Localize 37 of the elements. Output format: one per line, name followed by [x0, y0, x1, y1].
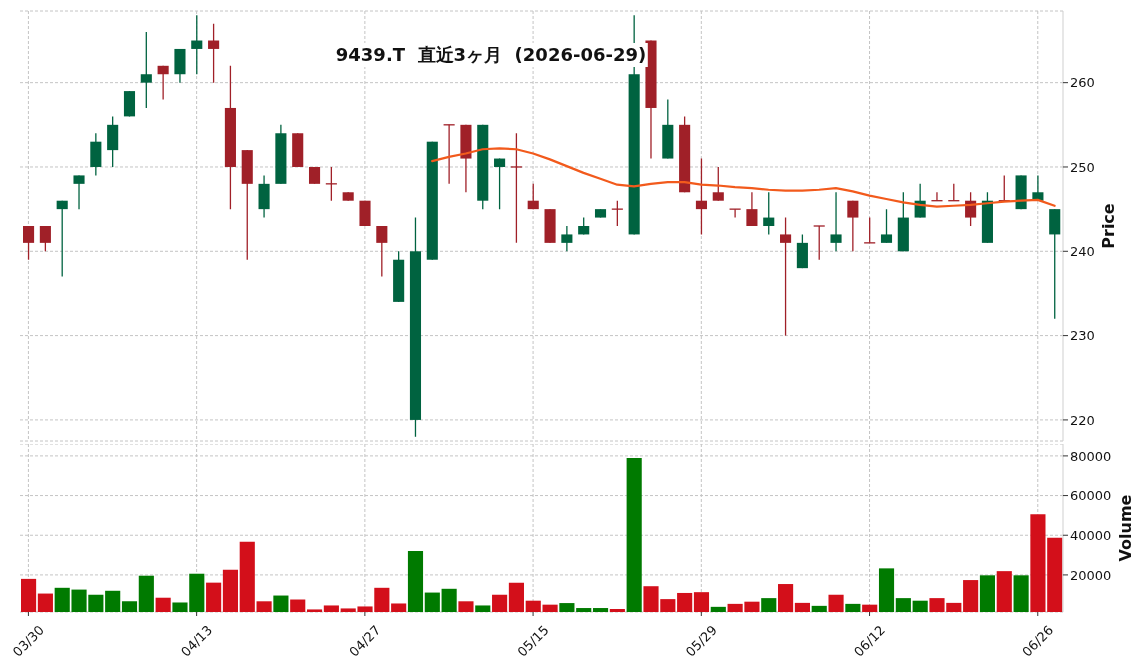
y-tick-label: 40000 [1070, 527, 1112, 543]
y-axis-title: Price [1099, 203, 1119, 249]
candlestick [880, 208, 893, 244]
text: 9439.T 直近3ヶ月 (2026-06-29) [333, 43, 649, 67]
candlestick [561, 225, 573, 252]
y-tick-label: 80000 [1070, 448, 1112, 464]
candlestick [73, 174, 85, 210]
y-tick-label: 240 [1070, 243, 1095, 259]
candlestick [746, 191, 758, 227]
y-tick-label: 260 [1070, 75, 1095, 91]
candlestick [510, 132, 522, 244]
candlestick [813, 225, 825, 261]
candlestick [527, 183, 539, 210]
candlestick [140, 31, 152, 109]
candlestick [191, 14, 203, 75]
candlestick [208, 23, 220, 84]
candlestick [611, 200, 623, 227]
candlestick [847, 200, 859, 252]
candlestick [56, 200, 68, 278]
y-tick-label: 60000 [1070, 488, 1112, 504]
candlestick [695, 157, 708, 236]
candlestick [712, 166, 724, 202]
candlestick [763, 191, 775, 236]
candlestick [864, 216, 876, 244]
y-tick-label: 220 [1070, 412, 1095, 428]
candlestick [494, 157, 506, 210]
candlestick [376, 225, 388, 278]
y-tick-label: 20000 [1070, 567, 1112, 583]
y-tick-label: 230 [1070, 328, 1095, 344]
candlestick [830, 191, 842, 252]
candlestick [23, 225, 35, 261]
y-axis-title: Volume [1116, 494, 1135, 562]
candlestick [780, 216, 792, 337]
y-tick-label: 250 [1070, 159, 1095, 175]
candlestick [39, 225, 51, 252]
candlestick [729, 208, 741, 219]
candlestick [157, 65, 169, 101]
